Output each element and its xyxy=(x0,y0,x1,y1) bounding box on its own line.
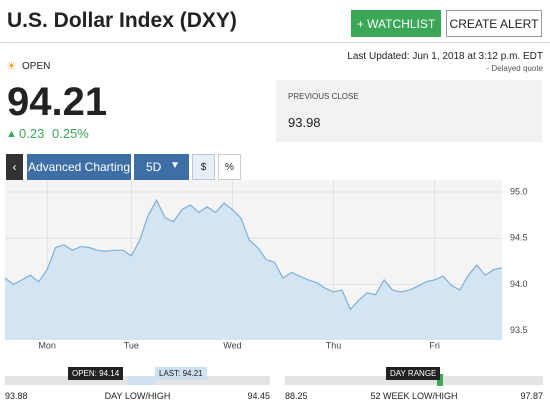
divider xyxy=(0,42,550,43)
range-marker: OPEN: 94.14 xyxy=(68,367,124,380)
dropdown-arrow: ▼ xyxy=(170,160,180,171)
x-tick-label: Mon xyxy=(38,340,56,350)
range-highlight xyxy=(437,374,443,386)
market-status: OPEN xyxy=(22,61,51,72)
range-marker: DAY RANGE xyxy=(386,367,441,380)
range-label: DAY LOW/HIGH xyxy=(104,391,171,401)
range-high: 97.87 xyxy=(520,391,543,401)
last-updated: Last Updated: Jun 1, 2018 at 3:12 p.m. E… xyxy=(347,51,543,62)
line xyxy=(4,199,503,311)
change: 0.23 xyxy=(19,126,45,141)
sun-icon: ☀ xyxy=(6,59,17,73)
y-tick-label: 95.0 xyxy=(510,186,528,196)
range-bar xyxy=(285,376,543,385)
x-tick-label: Tue xyxy=(124,340,139,350)
x-tick-label: Wed xyxy=(223,340,241,350)
range-low: 93.88 xyxy=(5,391,28,401)
range-marker: LAST: 94.21 xyxy=(155,367,207,380)
previous-close-label: PREVIOUS CLOSE xyxy=(288,92,359,101)
area xyxy=(5,200,502,340)
range-dropdown[interactable]: 5D xyxy=(134,154,189,180)
y-tick-label: 94.0 xyxy=(510,279,528,289)
range-high: 94.45 xyxy=(247,391,270,401)
delayed-note: - Delayed quote xyxy=(486,64,543,73)
range-label: 52 WEEK LOW/HIGH xyxy=(370,391,458,401)
create-alert-button[interactable]: CREATE ALERT xyxy=(446,10,542,37)
title: U.S. Dollar Index (DXY) xyxy=(7,9,237,32)
advanced-charting-button[interactable]: Advanced Charting xyxy=(27,154,131,180)
watchlist-button[interactable]: + WATCHLIST xyxy=(351,10,441,37)
dollar-button[interactable]: $ xyxy=(192,154,215,180)
price: 94.21 xyxy=(7,80,108,124)
x-tick-label: Fri xyxy=(429,340,440,350)
change-percent: 0.25% xyxy=(52,126,89,141)
percent-button[interactable]: % xyxy=(218,154,241,180)
chart: 95.0 94.5 94.0 93.5 Mon Tue Wed Thu Fri xyxy=(4,180,528,350)
range-low: 88.25 xyxy=(285,391,308,401)
y-tick-label: 93.5 xyxy=(510,325,528,335)
x-tick-label: Thu xyxy=(326,340,342,350)
back-button[interactable]: ‹ xyxy=(6,154,23,180)
y-tick-label: 94.5 xyxy=(510,233,528,243)
up-arrow: ▲ xyxy=(6,128,17,140)
previous-close-value: 93.98 xyxy=(288,115,321,130)
range-highlight xyxy=(128,376,156,385)
previous-close-box xyxy=(276,80,542,142)
